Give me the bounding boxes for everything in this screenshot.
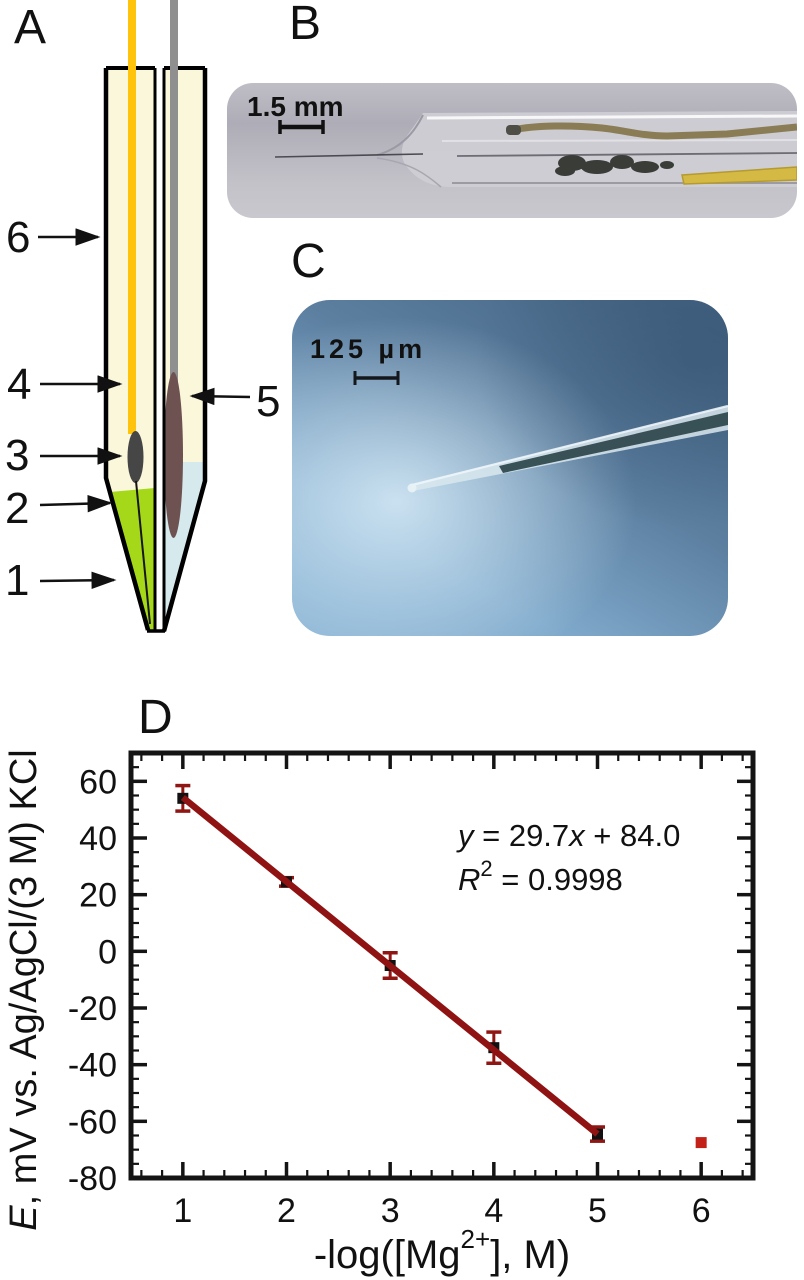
y-tick-label: 40	[79, 820, 117, 858]
left-glass-wall	[103, 68, 151, 631]
fit-equation: y = 29.7x + 84.0	[456, 818, 680, 853]
callout-4: 4	[7, 360, 31, 409]
data-point	[592, 1128, 603, 1140]
granular-deposit	[555, 155, 674, 176]
callout-6: 6	[6, 213, 30, 262]
callout-1: 1	[5, 556, 29, 605]
arrow-5	[189, 387, 251, 406]
x-tick-label: 6	[692, 1192, 711, 1230]
y-tick-label: -20	[68, 990, 117, 1028]
panel-label-b: B	[289, 0, 322, 50]
r-squared-annotation: R2 = 0.9998	[458, 856, 623, 897]
calibration-plot: 1 2 3 4 5 6 -80 -60 -40 -20 0 20 40 60 E, mV vs. Ag/A…	[3, 749, 756, 1277]
sensing-capillary-line	[135, 480, 151, 625]
x-tick-label: 5	[588, 1192, 607, 1230]
dark-electrode	[127, 431, 144, 483]
micropipette-glass	[410, 406, 728, 491]
photo-electrode-macro: 1.5 mm	[227, 83, 797, 218]
tube-highlight	[441, 139, 797, 142]
tube-highlight	[426, 114, 797, 120]
inner-capillary-line	[456, 152, 797, 157]
callout-5: 5	[256, 377, 280, 426]
pipette-tip	[407, 483, 417, 493]
y-axis-label: E, mV vs. Ag/AgCl/(3 M) KCl	[3, 749, 45, 1230]
x-tick-label: 3	[381, 1192, 400, 1230]
micropipette-dark-core	[499, 412, 728, 473]
pipette-tip-line	[274, 153, 424, 158]
right-glass-wall	[161, 68, 208, 632]
glass-tube	[401, 111, 797, 187]
x-tick-label: 2	[277, 1192, 296, 1230]
panel-label-d: D	[138, 691, 173, 744]
y-tick-label: -40	[68, 1047, 117, 1085]
x-tick-label: 1	[173, 1192, 192, 1230]
scale-bar-label-b: 1.5 mm	[247, 91, 344, 122]
panel-a-schematic: 6 4 3 2 1 5	[5, 0, 280, 633]
y-tick-label: -80	[68, 1160, 117, 1198]
brown-electrode	[164, 372, 183, 538]
callout-3: 3	[5, 431, 29, 480]
arrow-2	[39, 494, 113, 513]
photo-electrode-micro: 125 µm	[292, 300, 728, 636]
y-tick-label: 20	[79, 877, 117, 915]
yellow-wire	[128, 0, 136, 434]
green-inner-solution	[110, 488, 155, 632]
plot-frame	[128, 750, 756, 1181]
y-tick-label: -60	[68, 1103, 117, 1141]
fit-line	[180, 794, 600, 1137]
x-axis-label: -log([Mg2+], M)	[314, 1224, 570, 1277]
glass-highlight	[411, 404, 728, 487]
glass-flare	[376, 157, 442, 188]
gray-wire	[170, 0, 178, 382]
wire-tip-cap	[506, 125, 521, 135]
scale-bar-label-c: 125 µm	[310, 334, 426, 364]
scale-bar-b	[278, 120, 325, 134]
yellow-lead-wire	[681, 166, 797, 185]
outlier-point	[695, 1137, 707, 1149]
scale-bar-c	[353, 371, 400, 385]
y-tick-label: 60	[79, 763, 117, 801]
y-tick-label: 0	[98, 933, 117, 971]
panel-label-c: C	[291, 235, 326, 288]
callout-2: 2	[5, 484, 29, 533]
panel-label-a: A	[14, 1, 47, 54]
glass-flare	[376, 114, 424, 156]
x-tick-label: 4	[484, 1192, 503, 1230]
reference-wire	[511, 122, 797, 140]
arrow-1	[39, 571, 117, 590]
